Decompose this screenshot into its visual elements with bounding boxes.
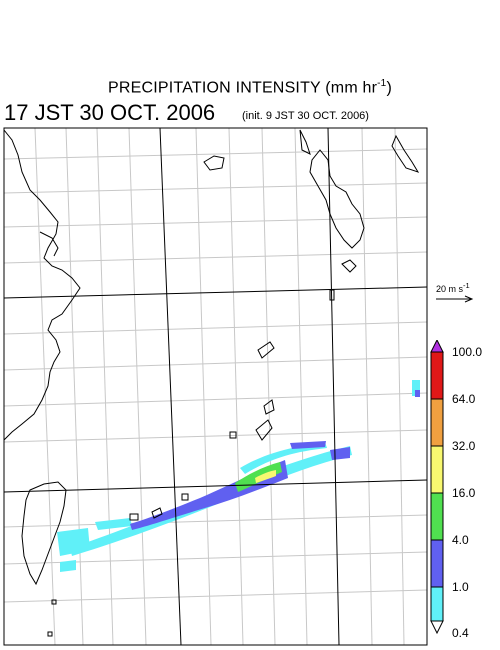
legend-swatch-4-16 bbox=[430, 492, 444, 541]
legend-swatch-32-64 bbox=[430, 398, 444, 447]
legend-label-32: 32.0 bbox=[452, 439, 476, 453]
vector-reference-exponent: -1 bbox=[463, 281, 470, 290]
legend-swatch-64-100 bbox=[430, 351, 444, 400]
legend-label-4: 4.0 bbox=[452, 533, 469, 547]
color-legend bbox=[430, 340, 444, 635]
legend-swatch-1-4 bbox=[430, 539, 444, 588]
lat-lon-lines bbox=[3, 127, 428, 646]
legend-label-100: 100.0 bbox=[452, 345, 483, 359]
legend-swatch-16-32 bbox=[430, 445, 444, 494]
chart-title: PRECIPITATION INTENSITY (mm hr-1) bbox=[0, 78, 500, 97]
rain-band bbox=[57, 380, 420, 572]
coastlines bbox=[3, 129, 420, 637]
legend-swatch-0.4-1 bbox=[430, 586, 444, 622]
vector-reference-label: 20 m s-1 bbox=[436, 281, 470, 294]
title-exponent: -1 bbox=[377, 78, 387, 89]
title-close: ) bbox=[386, 79, 392, 97]
vector-reference-text: 20 m s bbox=[436, 284, 464, 294]
vector-reference-arrow bbox=[436, 295, 474, 303]
legend-label-64: 64.0 bbox=[452, 392, 476, 406]
map-frame bbox=[3, 127, 428, 646]
legend-swatch-above-max bbox=[430, 340, 444, 353]
valid-time: 17 JST 30 OCT. 2006 bbox=[4, 100, 216, 125]
legend-swatch-below-min bbox=[430, 620, 444, 635]
legend-label-16: 16.0 bbox=[452, 486, 476, 500]
title-text: PRECIPITATION INTENSITY (mm hr bbox=[108, 79, 378, 97]
legend-label-0.4: 0.4 bbox=[452, 626, 469, 640]
legend-label-1: 1.0 bbox=[452, 580, 469, 594]
map-grid bbox=[3, 127, 428, 646]
init-time: (init. 9 JST 30 OCT. 2006) bbox=[242, 110, 369, 122]
